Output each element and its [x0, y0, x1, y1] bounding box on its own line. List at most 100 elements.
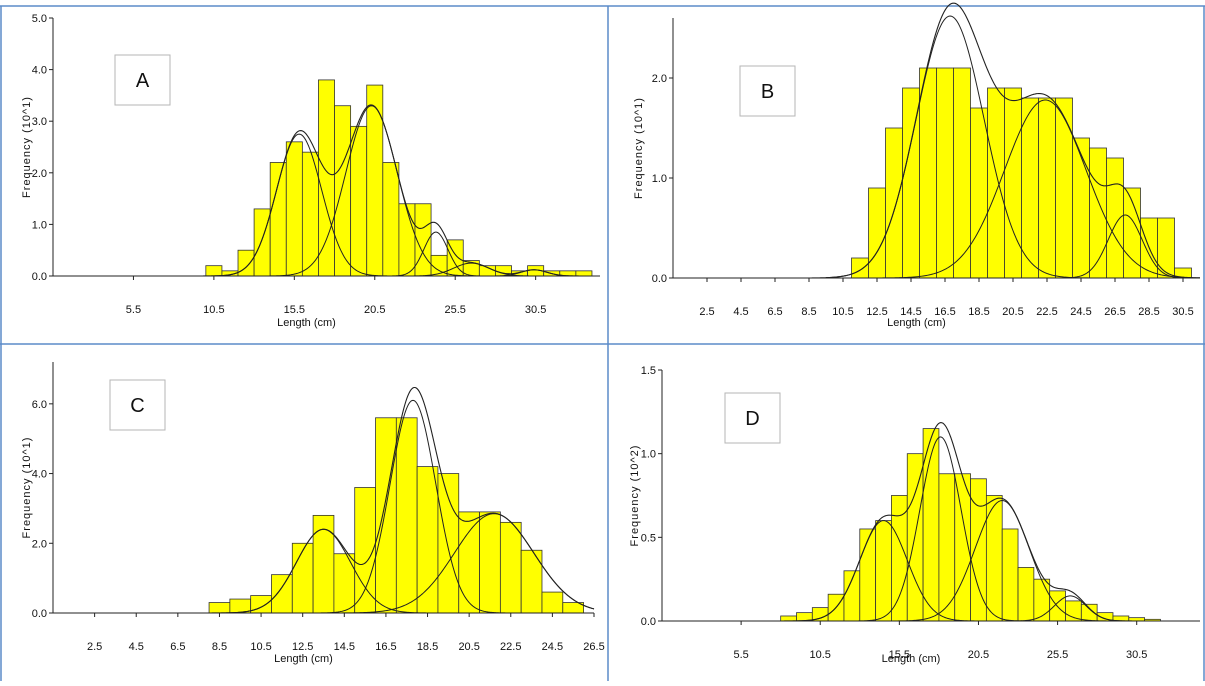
bar: [953, 67, 971, 279]
component-curve: [255, 105, 488, 277]
bar: [885, 127, 903, 279]
x-tick-label: 18.5: [968, 306, 989, 318]
x-tick-label: 22.5: [1036, 306, 1057, 318]
bar: [970, 478, 987, 622]
bar: [416, 466, 439, 614]
y-tick-label: 0.0: [32, 271, 47, 283]
bar: [269, 162, 287, 277]
bar: [780, 615, 797, 622]
x-tick-label: 10.5: [250, 641, 271, 653]
bar: [458, 511, 480, 614]
y-tick-label: 0.0: [641, 616, 656, 628]
x-tick-label: 16.5: [375, 641, 396, 653]
y-axis-label: Frequency (10^1): [633, 97, 645, 199]
panel-d: 0.0 0.5 1.0 1.5 5.5 10.5 15.5 20.5 25.5 30.5 Lengt…: [629, 365, 1200, 665]
total-fit-curve: [177, 386, 595, 614]
y-tick-label: 2.0: [32, 538, 47, 550]
bar: [499, 521, 522, 614]
x-tick-label: 25.5: [1047, 649, 1068, 661]
x-tick-label: 16.5: [934, 306, 955, 318]
bar: [575, 270, 593, 277]
bar: [1157, 217, 1175, 279]
bar: [1065, 600, 1082, 622]
x-tick-label: 24.5: [1070, 306, 1091, 318]
x-axis-label: Length (cm): [887, 317, 946, 329]
bar: [1072, 137, 1090, 279]
total-fit-curve: [825, 2, 1201, 279]
bar: [859, 528, 877, 622]
x-tick-label: 20.5: [1002, 306, 1023, 318]
y-tick-label: 1.0: [641, 449, 656, 461]
x-tick-label: 8.5: [801, 306, 816, 318]
bar: [350, 125, 368, 277]
bar: [868, 187, 886, 279]
bar: [479, 511, 501, 614]
bar: [1001, 528, 1019, 622]
bar: [205, 265, 223, 277]
bar: [312, 514, 335, 614]
x-tick-label: 24.5: [542, 641, 563, 653]
x-tick-label: 8.5: [212, 641, 227, 653]
panel-b: 0.0 1.0 2.0 2.5 4.5 6.5 8.5 10.5 12.5 14.5 16.5 18.…: [633, 2, 1201, 329]
y-tick-label: 5.0: [32, 13, 47, 25]
y-tick-label: 1.0: [652, 173, 667, 185]
x-tick-label: 15.5: [284, 304, 305, 316]
x-tick-label: 22.5: [500, 641, 521, 653]
component-curve: [861, 99, 1201, 279]
bar: [253, 208, 271, 277]
bar: [366, 84, 384, 277]
bar: [285, 141, 303, 277]
bar: [1089, 147, 1107, 279]
x-tick-label: 26.5: [1104, 306, 1125, 318]
y-tick-label: 2.0: [652, 73, 667, 85]
x-axis-label: Length (cm): [274, 653, 333, 665]
y-axis-label: Frequency (10^1): [21, 96, 33, 198]
bar: [398, 203, 416, 277]
x-tick-label: 2.5: [87, 641, 102, 653]
y-tick-label: 4.0: [32, 469, 47, 481]
x-axis-label: Length (cm): [882, 653, 941, 665]
panel-badge-label: B: [761, 81, 774, 103]
y-tick-label: 0.0: [652, 273, 667, 285]
bar: [1004, 87, 1022, 279]
component-curve: [881, 500, 1124, 622]
panel-badge-label: C: [130, 395, 144, 417]
component-curve: [1048, 214, 1200, 279]
bar: [333, 553, 356, 614]
panel-badge-box: [739, 65, 796, 117]
total-fit-curve: [181, 104, 600, 277]
x-tick-label: 14.5: [900, 306, 921, 318]
x-tick-label: 6.5: [170, 641, 185, 653]
panel-badge-label: A: [136, 70, 150, 92]
bar: [875, 520, 892, 622]
x-axis-label: Length (cm): [277, 317, 336, 329]
bar: [1038, 97, 1056, 279]
panels-root: 0.0 1.0 2.0 3.0 4.0 5.0 5.5 10.5 15.5 20.5 25.5 30.…: [21, 2, 1201, 665]
bar: [970, 107, 988, 279]
panel-badge-box: [724, 392, 781, 444]
x-tick-label: 5.5: [126, 304, 141, 316]
bar: [1021, 97, 1039, 279]
bar: [1017, 567, 1035, 622]
x-tick-label: 30.5: [1172, 306, 1193, 318]
x-tick-label: 6.5: [767, 306, 782, 318]
x-tick-label: 2.5: [699, 306, 714, 318]
x-tick-label: 14.5: [334, 641, 355, 653]
bar: [237, 249, 255, 277]
x-tick-label: 15.5: [889, 649, 910, 661]
panel-badge-label: D: [745, 408, 759, 430]
component-curve: [847, 436, 1034, 622]
x-tick-label: 10.5: [810, 649, 831, 661]
x-tick-label: 20.5: [968, 649, 989, 661]
x-tick-label: 5.5: [733, 649, 748, 661]
x-tick-label: 12.5: [866, 306, 887, 318]
panel-badge-box: [109, 379, 166, 431]
bar: [1106, 157, 1124, 279]
bar: [919, 67, 937, 279]
x-tick-label: 10.5: [832, 306, 853, 318]
x-tick-label: 4.5: [129, 641, 144, 653]
y-tick-label: 6.0: [32, 399, 47, 411]
x-tick-label: 26.5: [583, 641, 604, 653]
bar: [1055, 97, 1073, 279]
bar: [936, 67, 954, 279]
